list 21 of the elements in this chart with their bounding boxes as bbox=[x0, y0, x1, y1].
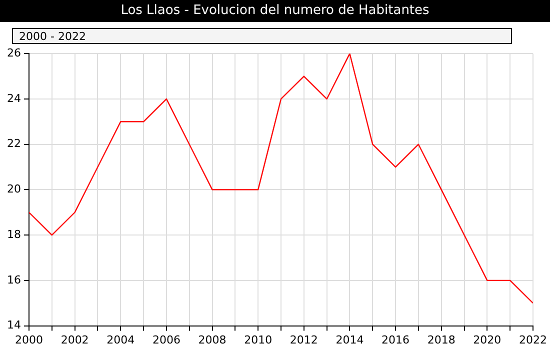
x-tick-label: 2012 bbox=[290, 333, 318, 346]
x-tick-label: 2008 bbox=[198, 333, 226, 346]
x-tick-label: 2020 bbox=[473, 333, 502, 346]
y-tick-label: 22 bbox=[6, 137, 21, 150]
text: 2000 - 2022 bbox=[12, 28, 512, 44]
chart-title: Los Llaos - Evolucion del numero de Habitantes bbox=[0, 0, 550, 22]
y-tick-label: 20 bbox=[6, 182, 21, 196]
x-tick-label: 2002 bbox=[60, 333, 89, 346]
y-tick-label: 26 bbox=[6, 46, 21, 60]
x-tick-label: 2000 bbox=[14, 333, 43, 346]
y-tick-label: 14 bbox=[6, 318, 21, 332]
x-tick-label: 2022 bbox=[519, 333, 548, 346]
x-tick-label: 2014 bbox=[336, 333, 364, 346]
x-tick-label: 2010 bbox=[244, 333, 272, 346]
x-tick-label: 2016 bbox=[382, 333, 410, 346]
x-tick-label: 2004 bbox=[106, 333, 135, 346]
y-tick-label: 18 bbox=[6, 228, 21, 241]
x-tick-label: 2018 bbox=[427, 333, 456, 346]
y-tick-label: 16 bbox=[6, 273, 21, 286]
y-tick-label: 24 bbox=[6, 92, 21, 105]
x-tick-label: 2006 bbox=[152, 333, 180, 346]
